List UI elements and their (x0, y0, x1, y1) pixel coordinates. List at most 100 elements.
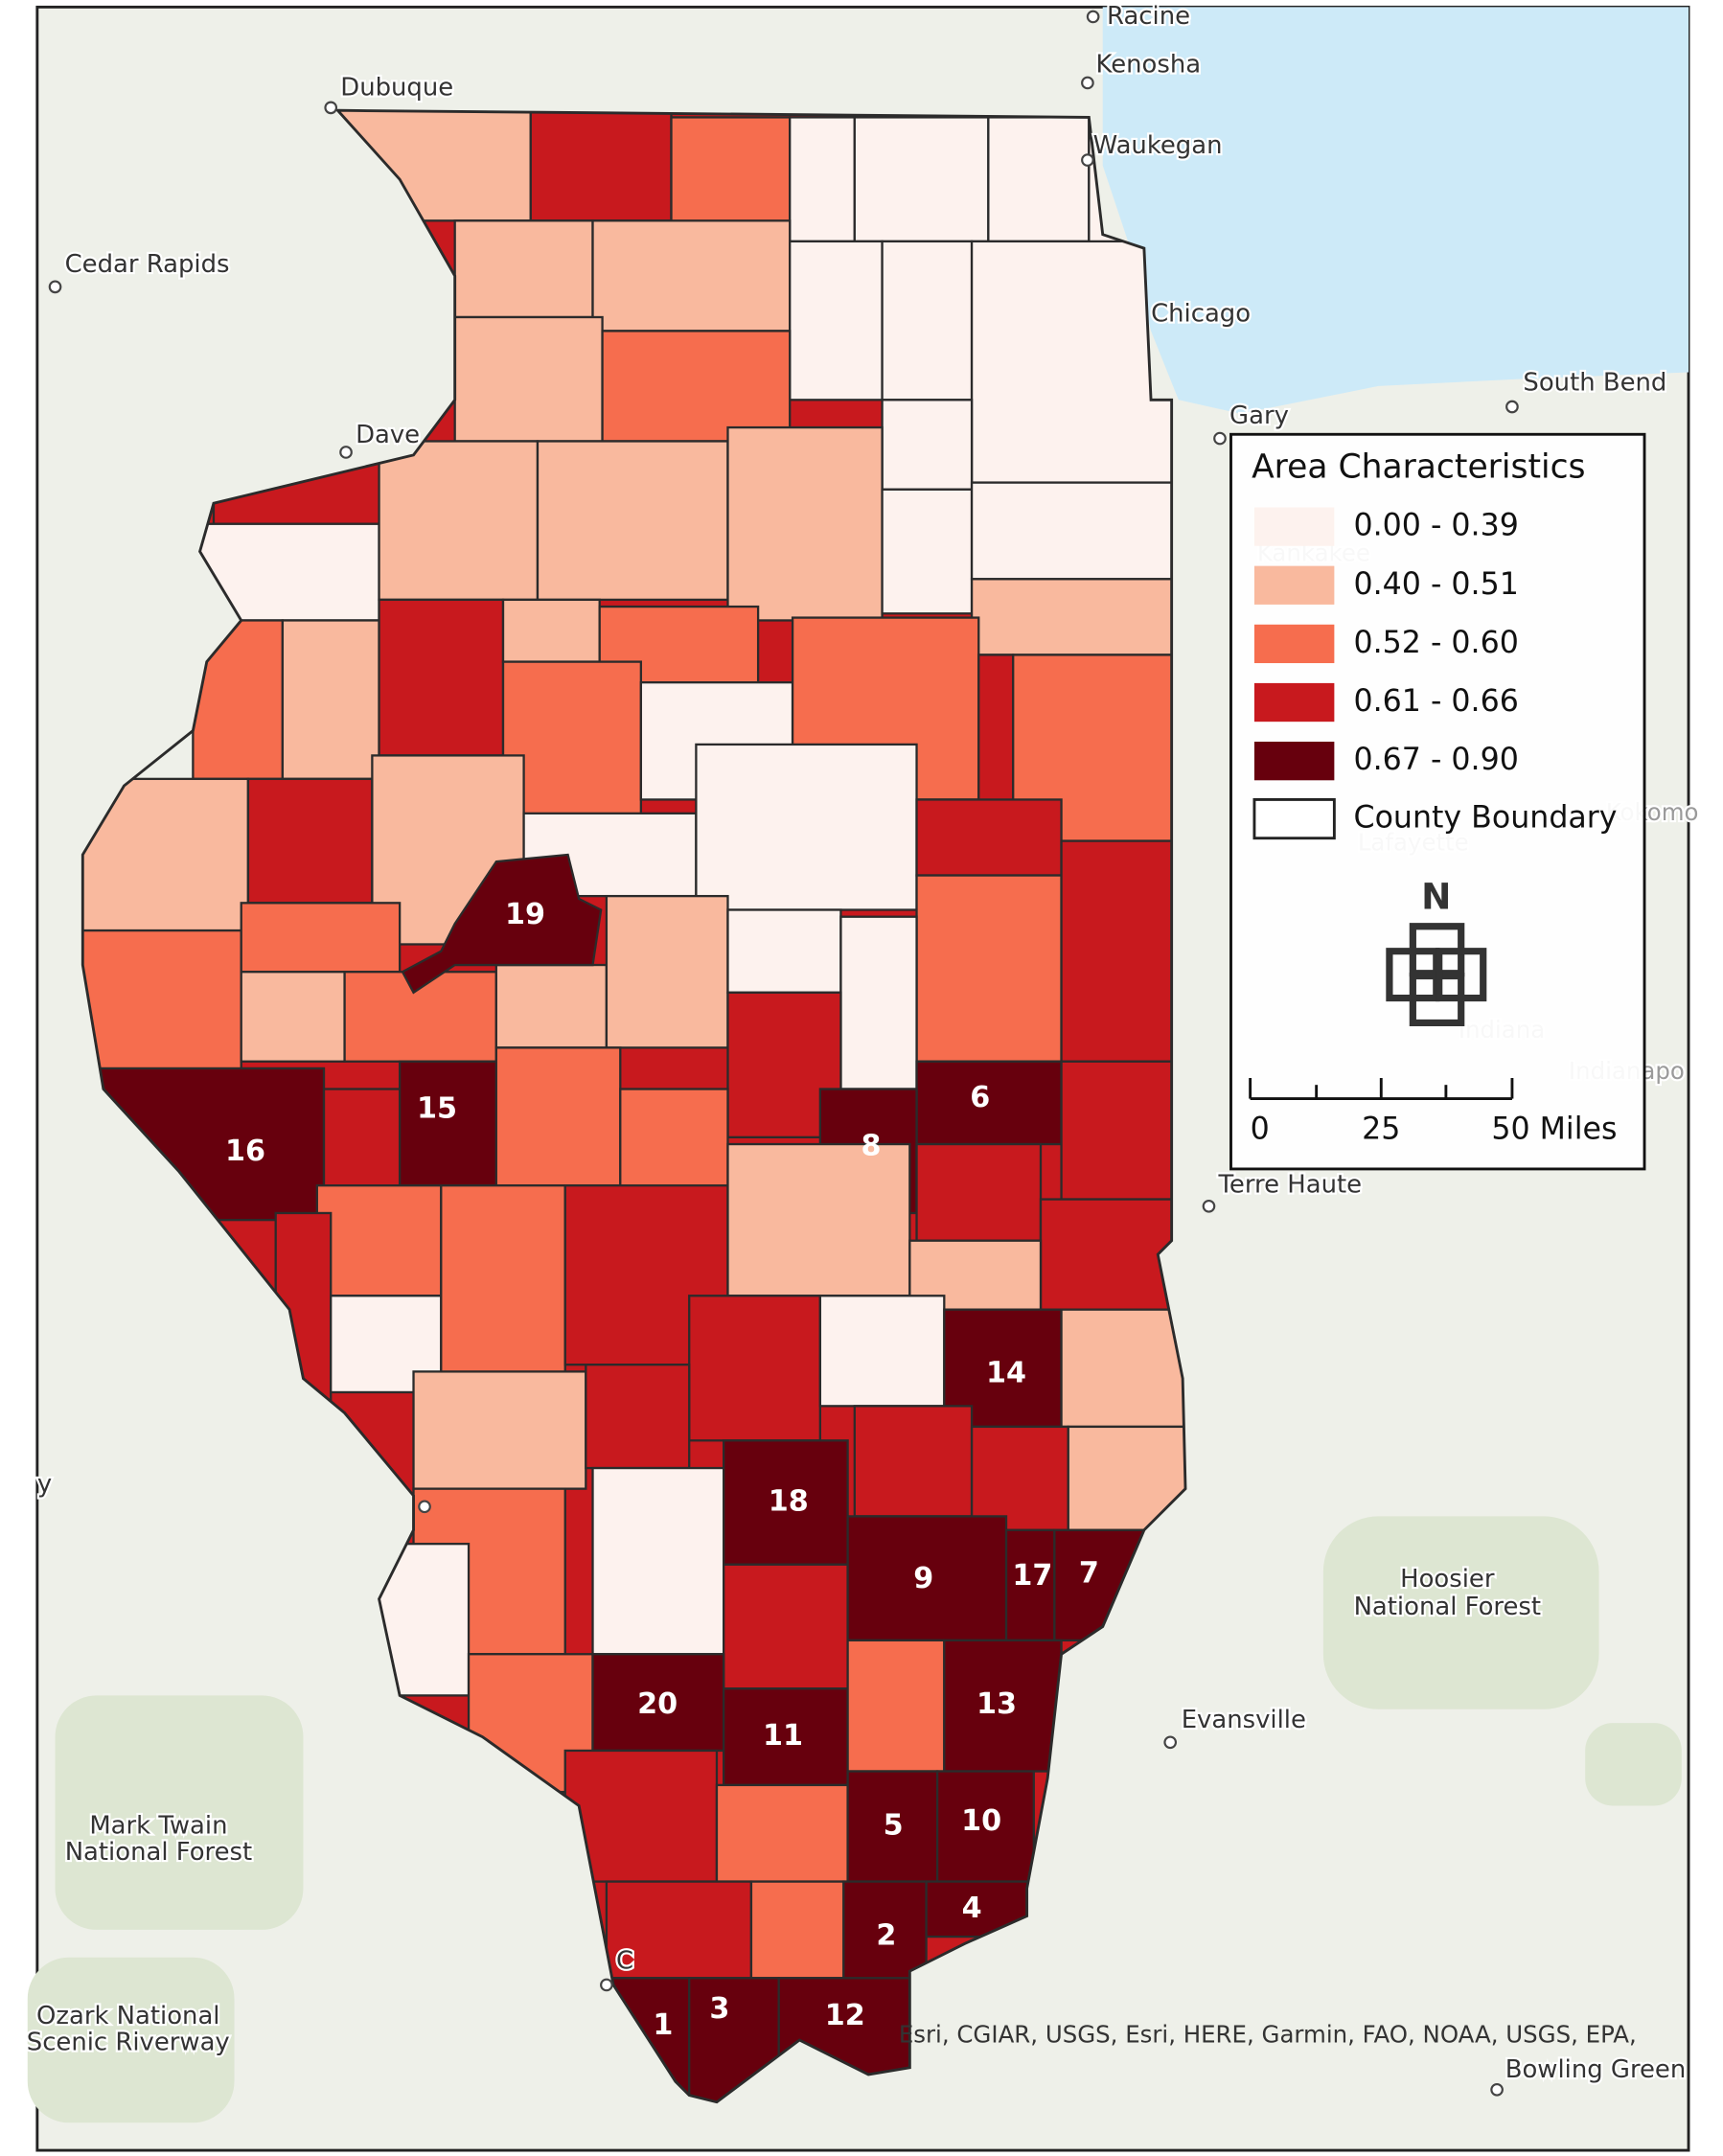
place-dot (600, 1978, 613, 1992)
legend-swatch (1253, 624, 1335, 664)
county-rank: 16 (225, 1135, 265, 1168)
scale-label: 50 Miles (1491, 1112, 1617, 1147)
county (605, 1880, 753, 1980)
county (818, 1295, 946, 1408)
county-rank: 4 (962, 1892, 982, 1925)
north-arrow-part (1436, 948, 1487, 1002)
county-rank: 11 (763, 1719, 803, 1753)
county (401, 853, 603, 995)
county (789, 240, 884, 401)
county-rank: 2 (876, 1919, 896, 1953)
county (591, 1466, 725, 1656)
county-rank: 1 (653, 2008, 673, 2042)
legend-swatch (1253, 507, 1335, 546)
lake-michigan (1102, 7, 1689, 414)
place-dot (1163, 1735, 1178, 1750)
place-dot (1081, 76, 1094, 90)
county (853, 116, 990, 243)
north-label: N (1421, 876, 1451, 918)
county (726, 425, 884, 622)
place-label: Gary (1229, 401, 1289, 430)
county-rank: 15 (417, 1092, 457, 1126)
place-dot (324, 101, 338, 115)
legend-swatch (1252, 798, 1336, 840)
place-label: South Bend (1523, 369, 1666, 398)
labels: Racine Kenosha Dubuque Waukegan Cedar Rapids… (25, 0, 1701, 2097)
county (494, 963, 609, 1049)
county (723, 1563, 849, 1690)
county-rank: 19 (505, 898, 545, 931)
place-label: Bowling Green (1505, 2055, 1687, 2084)
county (881, 488, 974, 615)
county-rank: 3 (709, 1992, 729, 2026)
county (605, 894, 729, 1049)
county (915, 1142, 1043, 1242)
county (591, 219, 792, 333)
county (915, 874, 1063, 1063)
county (1060, 1060, 1173, 1201)
place-dot (1081, 153, 1094, 167)
county (246, 777, 374, 905)
county (695, 743, 918, 911)
place-label: Ozark National (36, 2002, 219, 2030)
scale-label: 25 (1362, 1112, 1400, 1147)
place-label: C (616, 1947, 633, 1976)
county-rank: 17 (1012, 1559, 1052, 1593)
place-dot (1490, 2082, 1504, 2097)
place-label: Chicago (1151, 300, 1251, 329)
county (378, 440, 540, 602)
place-dot (339, 446, 353, 459)
county (440, 1184, 566, 1380)
place-dot (1202, 1199, 1216, 1213)
county (726, 1142, 911, 1297)
legend-label: 0.40 - 0.51 (1354, 567, 1519, 602)
county (970, 240, 1173, 484)
county (529, 110, 673, 222)
county (688, 1295, 821, 1442)
county (494, 1046, 622, 1187)
county-rank: 18 (769, 1485, 809, 1519)
county-rank: 6 (970, 1081, 990, 1114)
county (315, 1184, 443, 1297)
place-dot (48, 280, 62, 294)
legend: Area Characteristics 0.00 - 0.39 0.40 - 0.… (1229, 432, 1646, 1171)
place-label: Kenosha (1096, 50, 1202, 79)
scale-label: 0 (1251, 1112, 1270, 1147)
county (453, 219, 594, 319)
legend-label: 0.52 - 0.60 (1354, 626, 1519, 660)
place-dot (1505, 400, 1519, 414)
county (412, 1370, 587, 1490)
county (82, 929, 242, 1090)
place-label: National Forest (65, 1838, 252, 1867)
county (915, 1060, 1063, 1146)
forest-patches (27, 1516, 1682, 2123)
legend-label: 0.61 - 0.66 (1354, 684, 1519, 719)
county (601, 330, 792, 443)
place-label: Evansville (1182, 1706, 1306, 1734)
county (935, 1770, 1035, 1883)
county (240, 971, 346, 1063)
place-dot (1086, 10, 1100, 24)
place-label: Dubuque (340, 74, 453, 103)
legend-label: County Boundary (1354, 801, 1618, 836)
county (846, 1515, 1008, 1642)
attribution: Esri, CGIAR, USGS, Esri, HERE, Garmin, F… (899, 2021, 1637, 2049)
north-arrow-icon (1386, 923, 1487, 1027)
place-label: Dave (356, 421, 420, 449)
county (915, 798, 1063, 877)
place-label: Mark Twain (89, 1812, 227, 1841)
county (726, 908, 842, 994)
place-label: Waukegan (1093, 131, 1223, 160)
place-dot (418, 1500, 431, 1514)
county-rank: 7 (1079, 1556, 1099, 1590)
legend-label: 0.00 - 0.39 (1354, 509, 1519, 543)
county (853, 1405, 974, 1518)
county-rank: 8 (862, 1129, 882, 1162)
county (378, 598, 505, 757)
legend-swatch (1253, 565, 1335, 605)
county-rank: 10 (961, 1804, 1001, 1838)
place-label: Terre Haute (1218, 1171, 1363, 1200)
place-label: y (37, 1470, 52, 1499)
county (585, 1364, 691, 1470)
